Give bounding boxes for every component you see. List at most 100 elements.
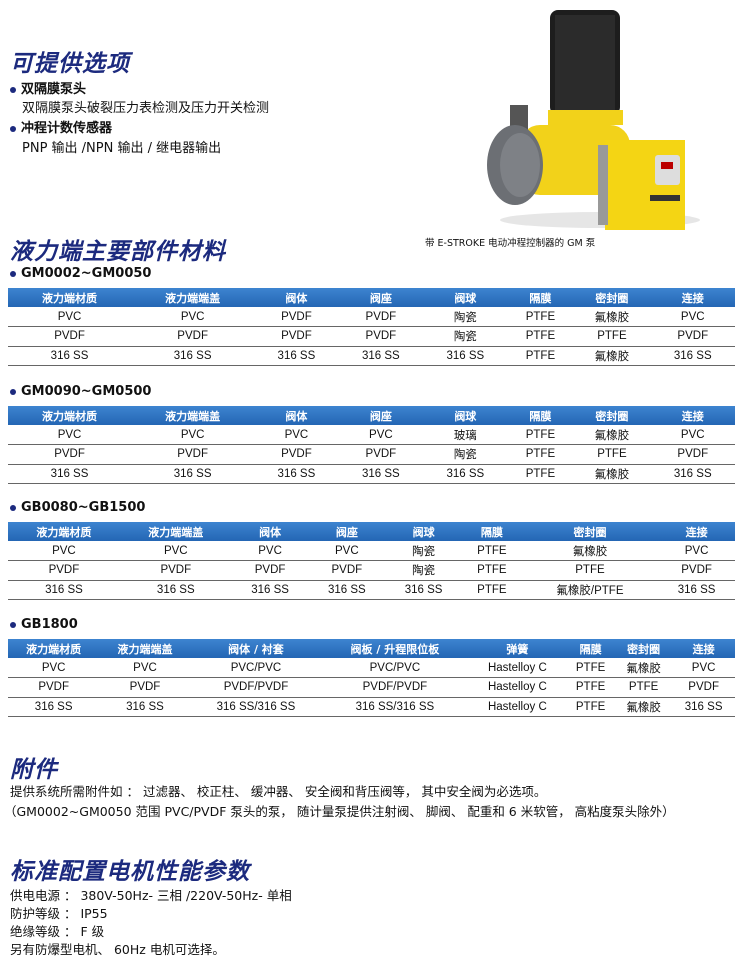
column-header: 阀座 bbox=[338, 406, 424, 425]
table-row: 316 SS 316 SS 316 SS 316 SS 316 SS PTFE 氟橡胶 316… bbox=[8, 346, 735, 366]
column-header: 液力端端盖 bbox=[131, 288, 255, 307]
table-cell: 316 SS bbox=[8, 580, 120, 600]
column-header: 弹簧 bbox=[468, 639, 567, 658]
table-cell: PTFE bbox=[507, 444, 574, 465]
model-range-label: GM0002~GM0050 bbox=[10, 266, 151, 281]
table-header-row: 液力端材质 液力端端盖 阀体 阀座 阀球 隔膜 密封圈 连接 bbox=[8, 406, 735, 425]
table-cell: 316 SS bbox=[8, 464, 132, 484]
table-cell: PVDF bbox=[8, 444, 132, 465]
table-cell: 陶瓷 bbox=[423, 444, 508, 465]
table-cell: 玻璃 bbox=[423, 425, 508, 445]
column-header: 液力端材质 bbox=[8, 639, 100, 658]
table-cell: PVDF bbox=[338, 444, 424, 465]
table-cell: 316 SS bbox=[650, 464, 735, 484]
column-header: 阀体 bbox=[254, 288, 339, 307]
table-cell: PTFE bbox=[507, 346, 574, 366]
column-header: 液力端材质 bbox=[8, 288, 132, 307]
accessories-line: 提供系统所需附件如 ： 过滤器、 校正柱、 缓冲器、 安全阀和背压阀等， 其中安… bbox=[10, 784, 547, 799]
option-detail: PNP 输出 /NPN 输出 / 继电器输出 bbox=[22, 141, 222, 156]
table-cell: PTFE bbox=[566, 677, 615, 698]
column-header: 连接 bbox=[650, 406, 735, 425]
table-cell: PVDF bbox=[650, 326, 735, 347]
model-range-label: GB1800 bbox=[10, 617, 78, 632]
table-cell: 316 SS/316 SS bbox=[321, 697, 469, 717]
table-cell: PTFE bbox=[614, 677, 673, 698]
column-header: 连接 bbox=[658, 522, 735, 541]
table-cell: PVDF bbox=[658, 560, 735, 581]
column-header: 隔膜 bbox=[507, 406, 574, 425]
column-header: 隔膜 bbox=[566, 639, 615, 658]
table-cell: PVC bbox=[338, 425, 424, 445]
materials-table: 液力端材质 液力端端盖 阀体 阀座 阀球 隔膜 密封圈 连接 PVC PVC PVC PVC 玻璃 PTF… bbox=[8, 406, 735, 484]
column-header: 隔膜 bbox=[461, 522, 522, 541]
table-cell: 316 SS bbox=[308, 580, 386, 600]
column-header: 密封圈 bbox=[614, 639, 673, 658]
table-cell: PTFE bbox=[507, 464, 574, 484]
table-cell: PVC bbox=[672, 658, 735, 678]
table-cell: Hastelloy C bbox=[468, 697, 567, 717]
table-cell: PVDF bbox=[672, 677, 735, 698]
table-cell: PVDF bbox=[650, 444, 735, 465]
table-cell: PVDF bbox=[231, 560, 309, 581]
table-cell: PTFE bbox=[507, 307, 574, 327]
table-cell: 氟橡胶 bbox=[614, 658, 673, 678]
table-cell: 316 SS bbox=[99, 697, 191, 717]
motor-title: 标准配置电机性能参数 bbox=[10, 859, 250, 885]
column-header: 阀球 bbox=[423, 406, 508, 425]
table-header-row: 液力端材质 液力端端盖 阀体 阀座 阀球 隔膜 密封圈 连接 bbox=[8, 522, 735, 541]
table-cell: PTFE bbox=[566, 658, 615, 678]
table-cell: PVC bbox=[650, 307, 735, 327]
column-header: 密封圈 bbox=[573, 288, 651, 307]
table-cell: PVDF bbox=[254, 444, 339, 465]
table-cell: PVC bbox=[131, 307, 255, 327]
column-header: 阀球 bbox=[385, 522, 462, 541]
table-cell: 316 SS bbox=[8, 346, 132, 366]
table-cell: PVDF bbox=[254, 326, 339, 347]
table-cell: PVC bbox=[8, 541, 120, 561]
table-cell: 316 SS bbox=[131, 464, 255, 484]
accessories-line: （GM0002~GM0050 范围 PVC/PVDF 泵头的泵， 随计量泵提供注… bbox=[4, 804, 675, 819]
table-cell: 316 SS bbox=[338, 346, 424, 366]
table-cell: PVC bbox=[131, 425, 255, 445]
table-cell: 陶瓷 bbox=[385, 541, 462, 561]
column-header: 阀座 bbox=[338, 288, 424, 307]
table-cell: PTFE bbox=[566, 697, 615, 717]
column-header: 液力端端盖 bbox=[119, 522, 232, 541]
column-header: 密封圈 bbox=[573, 406, 651, 425]
table-cell: PVDF bbox=[131, 326, 255, 347]
column-header: 液力端材质 bbox=[8, 406, 132, 425]
table-cell: PTFE bbox=[507, 425, 574, 445]
table-cell: PTFE bbox=[573, 444, 651, 465]
table-cell: 氟橡胶/PTFE bbox=[521, 580, 659, 600]
motor-spec-line: 另有防爆型电机、 60Hz 电机可选择。 bbox=[10, 942, 225, 957]
table-cell: PVDF bbox=[8, 326, 132, 347]
table-cell: 陶瓷 bbox=[423, 307, 508, 327]
table-cell: 316 SS bbox=[423, 346, 508, 366]
table-cell: PVC bbox=[308, 541, 386, 561]
table-cell: PTFE bbox=[461, 541, 522, 561]
options-title: 可提供选项 bbox=[10, 51, 130, 77]
table-cell: PTFE bbox=[573, 326, 651, 347]
table-cell: 316 SS bbox=[254, 346, 339, 366]
table-cell: 316 SS bbox=[385, 580, 462, 600]
table-cell: 316 SS bbox=[231, 580, 309, 600]
table-cell: 氟橡胶 bbox=[573, 425, 651, 445]
table-cell: PTFE bbox=[461, 580, 522, 600]
materials-table: 液力端材质 液力端端盖 阀体 阀座 阀球 隔膜 密封圈 连接 PVC PVC PVDF PVDF 陶瓷 P… bbox=[8, 288, 735, 366]
table-cell: PVDF bbox=[131, 444, 255, 465]
table-cell: PVC bbox=[8, 425, 132, 445]
table-cell: PVC bbox=[231, 541, 309, 561]
table-cell: 316 SS bbox=[658, 580, 735, 600]
column-header: 阀座 bbox=[308, 522, 386, 541]
table-cell: PTFE bbox=[521, 560, 659, 581]
model-range-label: GB0080~GB1500 bbox=[10, 500, 145, 515]
table-row: 316 SS 316 SS 316 SS 316 SS 316 SS PTFE 氟橡胶/PT… bbox=[8, 580, 735, 600]
image-caption: 带 E-STROKE 电动冲程控制器的 GM 泵 bbox=[425, 238, 596, 249]
table-cell: 316 SS bbox=[423, 464, 508, 484]
table-row: PVDF PVDF PVDF PVDF 陶瓷 PTFE PTFE PVDF bbox=[8, 560, 735, 581]
column-header: 阀板 / 升程限位板 bbox=[321, 639, 469, 658]
model-range-label: GM0090~GM0500 bbox=[10, 384, 151, 399]
materials-table: 液力端材质 液力端端盖 阀体 / 衬套 阀板 / 升程限位板 弹簧 隔膜 密封圈 连接 PVC P… bbox=[8, 639, 735, 717]
table-row: PVC PVC PVC/PVC PVC/PVC Hastelloy C PTFE 氟橡胶 PV… bbox=[8, 658, 735, 678]
materials-title: 液力端主要部件材料 bbox=[10, 239, 226, 265]
